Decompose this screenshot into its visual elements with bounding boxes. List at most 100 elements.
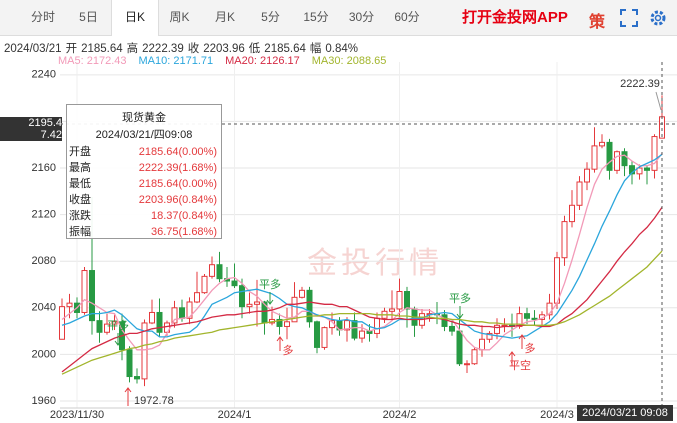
candle-body <box>621 151 628 167</box>
signal-arrow <box>518 334 526 349</box>
candle-body <box>351 320 358 339</box>
candle-body <box>344 320 350 331</box>
signal-label: 多 <box>525 341 536 355</box>
tooltip-row: 振幅 36.75(1.68%) <box>67 224 221 240</box>
signal-label: 平多 <box>449 291 471 305</box>
candle-body <box>389 308 395 312</box>
candle-body <box>584 168 590 183</box>
candle-body <box>66 302 73 308</box>
y-tick-label: 2240 <box>32 69 56 81</box>
fullscreen-icon[interactable] <box>620 9 638 27</box>
candle-body <box>614 151 620 171</box>
crosshair-change: 7.42 <box>40 129 62 141</box>
candle-body <box>531 317 538 320</box>
candle-body <box>186 301 193 319</box>
tab[interactable]: 5日 <box>79 10 98 24</box>
header-key: 开 <box>65 43 78 55</box>
tab[interactable]: 60分 <box>394 10 420 24</box>
crosshair-price-value: 2195.4 <box>28 117 62 129</box>
candle-body <box>374 317 380 334</box>
candle-body <box>606 141 613 171</box>
tooltip-value: 18.37(0.84%) <box>150 210 217 222</box>
tab[interactable]: 30分 <box>348 10 375 24</box>
candle-body <box>126 349 133 378</box>
low-arrow <box>124 387 132 406</box>
header-value: 0.84% <box>325 43 358 55</box>
candle-body <box>59 306 65 340</box>
candle-body <box>554 257 560 304</box>
tooltip-title: 现货黄金 <box>122 112 166 124</box>
candle-body <box>171 307 178 324</box>
candle-body <box>569 204 575 223</box>
header-value: 2203.96 <box>203 43 245 55</box>
candle-body <box>471 349 478 365</box>
legend-entry: MA5: 2172.43 <box>58 55 127 67</box>
tab[interactable]: 周K <box>169 10 190 24</box>
y-tick-label: 1960 <box>32 395 56 407</box>
candle-body <box>561 221 568 259</box>
tooltip-value: 2222.39(1.68%) <box>138 162 217 174</box>
header-value: 2185.64 <box>81 43 123 55</box>
signal-arrow <box>266 292 274 305</box>
y-tick-label: 2040 <box>32 302 56 314</box>
candle-body <box>299 289 305 298</box>
candle-body <box>576 181 583 206</box>
signal-label: 平空 <box>509 358 531 372</box>
tooltip-date: 2024/03/21/四09:08 <box>95 129 193 141</box>
candle-body <box>404 291 410 310</box>
candle-body <box>134 376 140 380</box>
low-label: 1972.78 <box>134 395 174 407</box>
tab[interactable]: 15分 <box>303 10 329 24</box>
tooltip-row: 收盘 2203.96(0.84%) <box>67 192 221 208</box>
candle-body <box>141 322 148 380</box>
candle-body <box>524 313 530 319</box>
candle-body <box>486 332 493 340</box>
candle-body <box>156 311 163 333</box>
tooltip-key: 开盘 <box>69 146 91 158</box>
x-tick-label: 2024/3 <box>540 409 574 421</box>
tab-bar: 打开金投网APP 策 分时 5日 日K 周K 月K 5分 15分 30分 60分 <box>0 0 677 36</box>
tooltip-key: 振幅 <box>69 226 91 238</box>
header-key: 收 <box>187 43 200 55</box>
header-key: 幅 <box>309 43 322 55</box>
candle-body <box>314 321 320 348</box>
tooltip-row: 开盘 2185.64(0.00%) <box>67 144 221 160</box>
tab[interactable]: 月K <box>214 10 235 24</box>
strategy-icon[interactable]: 策 <box>589 14 606 31</box>
signal-arrow <box>114 333 122 346</box>
candle-body <box>546 302 553 316</box>
tab[interactable]: 5分 <box>261 10 280 24</box>
candle-body <box>291 296 298 323</box>
tooltip-value: 2185.64(0.00%) <box>138 178 217 190</box>
y-tick-label: 2000 <box>32 348 56 360</box>
candle-body <box>201 275 208 294</box>
settings-icon[interactable] <box>648 8 668 28</box>
candle-body <box>306 289 313 323</box>
candle-body <box>494 324 500 334</box>
signal-arrow <box>276 336 284 351</box>
candle-body <box>179 307 185 319</box>
header-key: 高 <box>126 43 139 55</box>
candle-body <box>284 321 290 327</box>
ma-line <box>61 153 663 339</box>
signal-label: 平多 <box>259 277 281 291</box>
high-pointer <box>655 91 662 111</box>
signal-arrow <box>508 351 516 366</box>
signal-arrow <box>456 306 464 319</box>
candle-body <box>396 291 403 310</box>
header-value: 2185.64 <box>264 43 306 55</box>
app-link[interactable]: 打开金投网APP <box>462 9 568 26</box>
candle-body <box>276 318 283 327</box>
tab[interactable]: 日K <box>111 0 159 36</box>
tooltip-value: 2185.64(0.00%) <box>138 146 217 158</box>
candle-body <box>209 264 215 277</box>
candle-body <box>651 136 658 171</box>
tab[interactable]: 分时 <box>30 10 55 24</box>
candle-body <box>479 338 485 351</box>
crosshair-time: 2024/03/21 09:08 <box>577 405 673 421</box>
crosshair-price: 2195.4 7.42 <box>0 117 62 141</box>
candle-body <box>516 313 523 327</box>
candle-body <box>629 165 635 175</box>
